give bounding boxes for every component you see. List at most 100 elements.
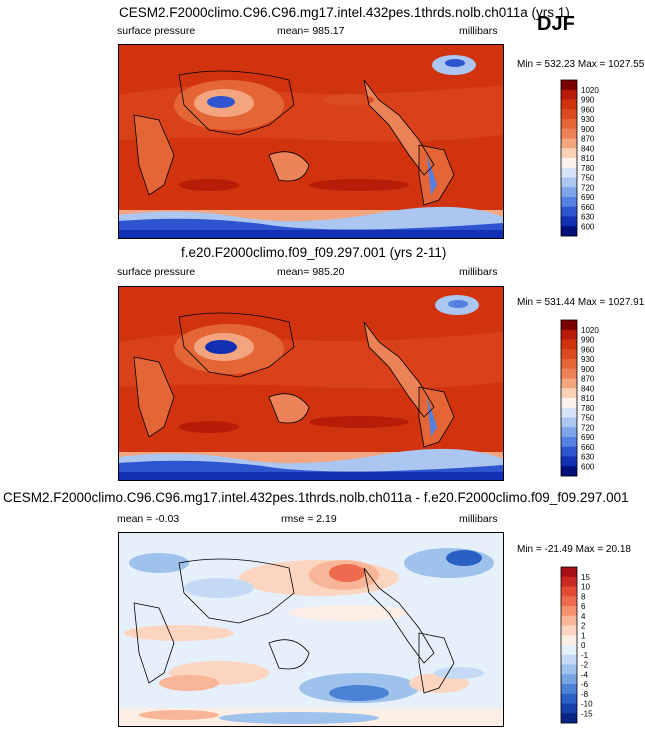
panel2-variable: surface pressure — [117, 266, 196, 278]
colorbar-swatch — [561, 349, 577, 360]
panel3-colorbar: 15 10 8 6 4 2 1 0 -1 -2 -4 -6 -8 -10 -15 — [560, 566, 621, 724]
colorbar-tick-label: 660 — [581, 443, 595, 452]
colorbar-tick-label: 750 — [581, 414, 595, 423]
colorbar-swatch — [561, 80, 577, 91]
colorbar-swatch — [561, 635, 577, 646]
colorbar-swatch — [561, 615, 577, 626]
colorbar-swatch — [561, 466, 577, 477]
colorbar-tick-label: 990 — [581, 96, 595, 105]
colorbar-tick-label: -8 — [581, 690, 589, 699]
colorbar-tick-label: 900 — [581, 365, 595, 374]
colorbar-tick-label: 840 — [581, 384, 595, 393]
colorbar-swatch — [561, 596, 577, 607]
colorbar-tick-label: 1020 — [581, 86, 599, 95]
panel3-rmse: rmse = 2.19 — [281, 513, 337, 525]
colorbar-swatch — [561, 427, 577, 438]
panel2-units: millibars — [459, 266, 498, 278]
colorbar-swatch — [561, 216, 577, 227]
panel1-colorbar: 1020 990 960 930 900 870 840 810 780 750 720 690 660… — [560, 79, 621, 237]
colorbar-tick-label: 10 — [581, 583, 590, 592]
panel1-variable: surface pressure — [117, 25, 196, 37]
colorbar-swatch — [561, 148, 577, 159]
colorbar-swatch — [561, 586, 577, 597]
colorbar-swatch — [561, 664, 577, 675]
colorbar-swatch — [561, 226, 577, 237]
season-label: DJF — [537, 13, 575, 35]
colorbar-tick-label: 8 — [581, 592, 586, 601]
panel3-map — [118, 532, 504, 727]
colorbar-tick-label: 810 — [581, 394, 595, 403]
colorbar-tick-label: 600 — [581, 462, 595, 471]
colorbar-frame — [560, 566, 578, 724]
panel2-title: f.e20.F2000climo.f09_f09.297.001 (yrs 2-… — [181, 245, 447, 260]
colorbar-swatch — [561, 576, 577, 587]
colorbar-swatch — [561, 693, 577, 704]
panel1-minmax: Min = 532.23 Max = 1027.55 — [517, 59, 645, 70]
colorbar-swatch — [561, 320, 577, 331]
colorbar-tick-label: 15 — [581, 573, 590, 582]
colorbar-swatch — [561, 128, 577, 139]
colorbar-tick-label: 600 — [581, 222, 595, 231]
colorbar-tick-label: 900 — [581, 125, 595, 134]
panel2-colorbar: 1020 990 960 930 900 870 840 810 780 750 720 690 660… — [560, 319, 621, 477]
colorbar-swatch — [561, 119, 577, 130]
colorbar-tick-label: 1020 — [581, 326, 599, 335]
colorbar-swatch — [561, 703, 577, 714]
colorbar-tick-label: -15 — [581, 709, 593, 718]
colorbar-tick-label: -2 — [581, 661, 589, 670]
colorbar-tick-label: 6 — [581, 602, 586, 611]
colorbar-tick-label: 870 — [581, 375, 595, 384]
colorbar-tick-label: 930 — [581, 355, 595, 364]
colorbar-swatch — [561, 177, 577, 188]
panel1-title: CESM2.F2000climo.C96.C96.mg17.intel.432p… — [119, 5, 570, 20]
colorbar-swatch — [561, 684, 577, 695]
colorbar-tick-label: -1 — [581, 651, 589, 660]
colorbar-tick-label: 630 — [581, 453, 595, 462]
colorbar-tick-label: 750 — [581, 174, 595, 183]
colorbar-swatch — [561, 625, 577, 636]
colorbar-tick-label: 690 — [581, 193, 595, 202]
colorbar-swatch — [561, 138, 577, 149]
colorbar-swatch — [561, 368, 577, 379]
colorbar-swatch — [561, 417, 577, 428]
colorbar-frame — [560, 79, 578, 237]
panel3-title: CESM2.F2000climo.C96.C96.mg17.intel.432p… — [3, 490, 629, 505]
colorbar-swatch — [561, 329, 577, 340]
colorbar-tick-label: -10 — [581, 700, 593, 709]
colorbar-swatch — [561, 158, 577, 169]
colorbar-swatch — [561, 606, 577, 617]
colorbar-tick-label: 690 — [581, 433, 595, 442]
colorbar-tick-label: 0 — [581, 641, 586, 650]
colorbar-tick-label: 720 — [581, 423, 595, 432]
colorbar-tick-label: 2 — [581, 622, 586, 631]
colorbar-tick-label: 4 — [581, 612, 586, 621]
colorbar-tick-label: 840 — [581, 144, 595, 153]
colorbar-swatch — [561, 713, 577, 724]
colorbar-swatch — [561, 456, 577, 467]
colorbar-tick-label: 1 — [581, 631, 586, 640]
colorbar-tick-label: -6 — [581, 680, 589, 689]
colorbar-tick-label: 930 — [581, 115, 595, 124]
panel1-units: millibars — [459, 25, 498, 37]
colorbar-swatch — [561, 437, 577, 448]
panel3-mean: mean = -0.03 — [117, 513, 180, 525]
colorbar-swatch — [561, 109, 577, 120]
colorbar-swatch — [561, 167, 577, 178]
colorbar-swatch — [561, 359, 577, 370]
panel1-map — [118, 44, 504, 239]
colorbar-tick-label: 630 — [581, 213, 595, 222]
panel2-map — [118, 286, 504, 481]
colorbar-swatch — [561, 187, 577, 198]
panel2-minmax: Min = 531.44 Max = 1027.91 — [517, 297, 645, 308]
colorbar-swatch — [561, 654, 577, 665]
colorbar-tick-label: 870 — [581, 135, 595, 144]
panel3-units: millibars — [459, 513, 498, 525]
colorbar-swatch — [561, 388, 577, 399]
colorbar-swatch — [561, 339, 577, 350]
colorbar-tick-label: 780 — [581, 164, 595, 173]
colorbar-swatch — [561, 378, 577, 389]
colorbar-tick-label: 960 — [581, 105, 595, 114]
panel1-mean: mean= 985.17 — [277, 25, 345, 37]
colorbar-swatch — [561, 99, 577, 110]
colorbar-tick-label: 720 — [581, 183, 595, 192]
